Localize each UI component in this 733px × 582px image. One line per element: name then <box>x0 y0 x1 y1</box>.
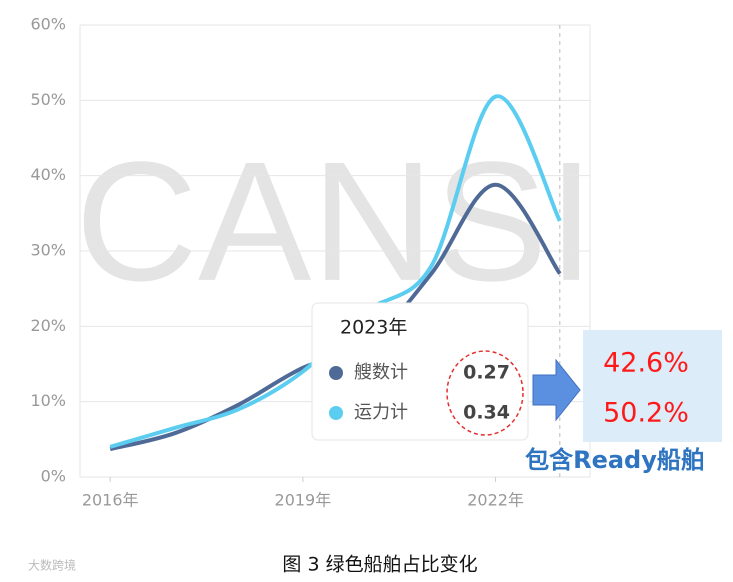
watermark: CANSI <box>75 127 595 317</box>
x-tick-label: 2016年 <box>82 491 139 510</box>
tooltip-value: 0.27 <box>463 362 510 384</box>
annotation-value: 42.6% <box>603 348 689 379</box>
y-tick-label: 60% <box>30 15 66 34</box>
annotation-note: 包含Ready船舶 <box>525 446 705 474</box>
plot: 0% 10% 20% 30% 40% 50% 60% 2016年 2019年 2022年 <box>30 15 591 510</box>
tooltip-title: 2023年 <box>340 317 407 339</box>
x-tick-label: 2022年 <box>467 491 524 510</box>
highlight-circle <box>446 350 524 436</box>
y-tick-label: 10% <box>30 391 66 410</box>
y-tick-label: 50% <box>30 90 66 109</box>
caption: 图 3 绿色船舶占比变化 <box>282 554 477 576</box>
tooltip: 2023年 艘数计 0.27 运力计 0.34 <box>311 302 529 441</box>
x-tick-label: 2019年 <box>275 491 332 510</box>
annotation-box <box>583 330 722 442</box>
tooltip-value: 0.34 <box>463 402 510 424</box>
y-tick-label: 40% <box>30 165 66 184</box>
legend-swatch <box>329 366 343 380</box>
annotation-value: 50.2% <box>603 398 689 429</box>
y-tick-label: 0% <box>41 467 66 486</box>
legend-label: 艘数计 <box>354 362 408 383</box>
y-tick-label: 30% <box>30 241 66 260</box>
arrow <box>532 358 581 422</box>
y-tick-label: 20% <box>30 316 66 335</box>
legend-label: 运力计 <box>354 402 408 423</box>
logo: 大数跨境 <box>28 558 76 573</box>
legend-swatch <box>329 406 343 420</box>
tooltip-box <box>311 302 529 441</box>
